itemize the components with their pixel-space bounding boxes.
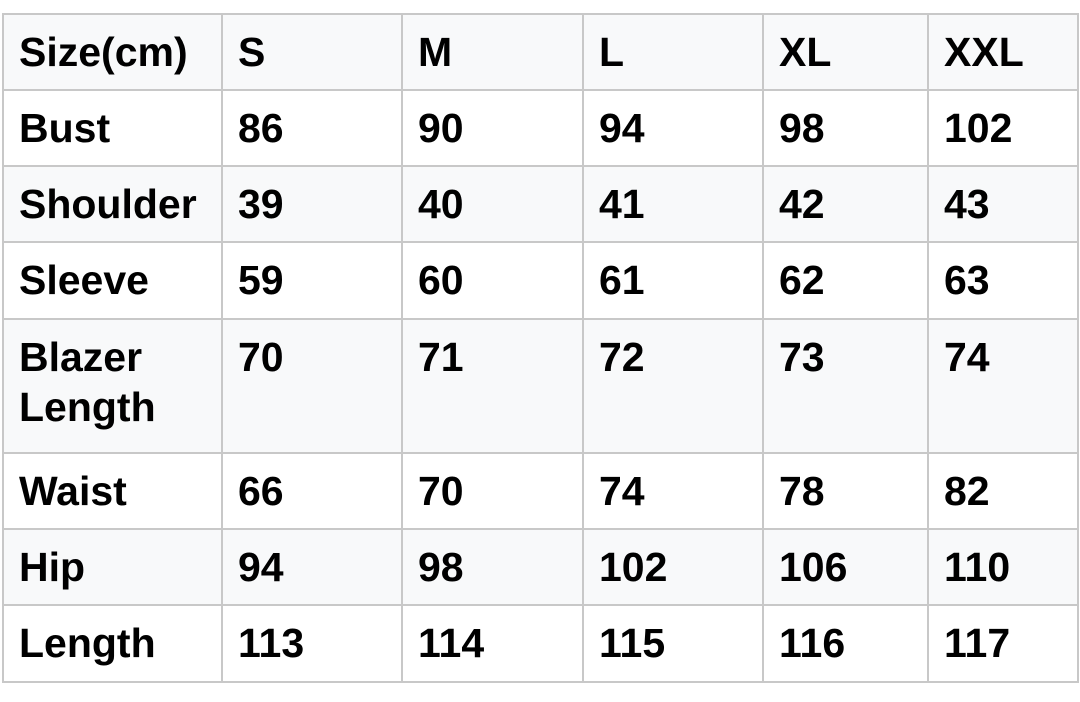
table-cell: 114	[401, 604, 584, 683]
row-label: Hip	[2, 528, 223, 606]
table-cell: 116	[762, 604, 929, 683]
column-header: XL	[762, 13, 929, 91]
table-cell: 94	[582, 89, 764, 167]
table-cell: 86	[221, 89, 403, 167]
table-cell: 115	[582, 604, 764, 683]
row-label: Shoulder	[2, 165, 223, 243]
table-cell: 98	[401, 528, 584, 606]
table-cell: 102	[927, 89, 1079, 167]
table-cell: 74	[582, 452, 764, 530]
header-row: Size(cm) S M L XL XXL	[2, 13, 1079, 91]
table-cell: 74	[927, 318, 1079, 454]
table-cell: 113	[221, 604, 403, 683]
table-cell: 117	[927, 604, 1079, 683]
table-row: Length 113 114 115 116 117	[2, 604, 1079, 683]
table-row: Shoulder 39 40 41 42 43	[2, 165, 1079, 243]
table-cell: 43	[927, 165, 1079, 243]
table-cell: 73	[762, 318, 929, 454]
table-row: Waist 66 70 74 78 82	[2, 452, 1079, 530]
column-header: L	[582, 13, 764, 91]
table-cell: 102	[582, 528, 764, 606]
row-label: Waist	[2, 452, 223, 530]
row-label: Length	[2, 604, 223, 683]
table-cell: 90	[401, 89, 584, 167]
table-cell: 70	[401, 452, 584, 530]
column-header: Size(cm)	[2, 13, 223, 91]
column-header: M	[401, 13, 584, 91]
row-label: Blazer Length	[2, 318, 223, 454]
table-cell: 82	[927, 452, 1079, 530]
table-cell: 40	[401, 165, 584, 243]
table-cell: 61	[582, 241, 764, 320]
table-cell: 106	[762, 528, 929, 606]
table-cell: 42	[762, 165, 929, 243]
table-cell: 94	[221, 528, 403, 606]
table-cell: 98	[762, 89, 929, 167]
table-cell: 110	[927, 528, 1079, 606]
table-cell: 63	[927, 241, 1079, 320]
column-header: XXL	[927, 13, 1079, 91]
table-row: Hip 94 98 102 106 110	[2, 528, 1079, 606]
row-label: Bust	[2, 89, 223, 167]
size-chart-table: Size(cm) S M L XL XXL Bust 86 90 94 98 102 Shoulder 3…	[2, 13, 1079, 683]
table-cell: 71	[401, 318, 584, 454]
table-cell: 60	[401, 241, 584, 320]
row-label: Sleeve	[2, 241, 223, 320]
table-row: Bust 86 90 94 98 102	[2, 89, 1079, 167]
table-row: Sleeve 59 60 61 62 63	[2, 241, 1079, 320]
table-cell: 70	[221, 318, 403, 454]
table-cell: 62	[762, 241, 929, 320]
table-cell: 39	[221, 165, 403, 243]
table-cell: 41	[582, 165, 764, 243]
table-cell: 59	[221, 241, 403, 320]
table-cell: 72	[582, 318, 764, 454]
table-cell: 66	[221, 452, 403, 530]
table-cell: 78	[762, 452, 929, 530]
column-header: S	[221, 13, 403, 91]
table-row: Blazer Length 70 71 72 73 74	[2, 318, 1079, 454]
